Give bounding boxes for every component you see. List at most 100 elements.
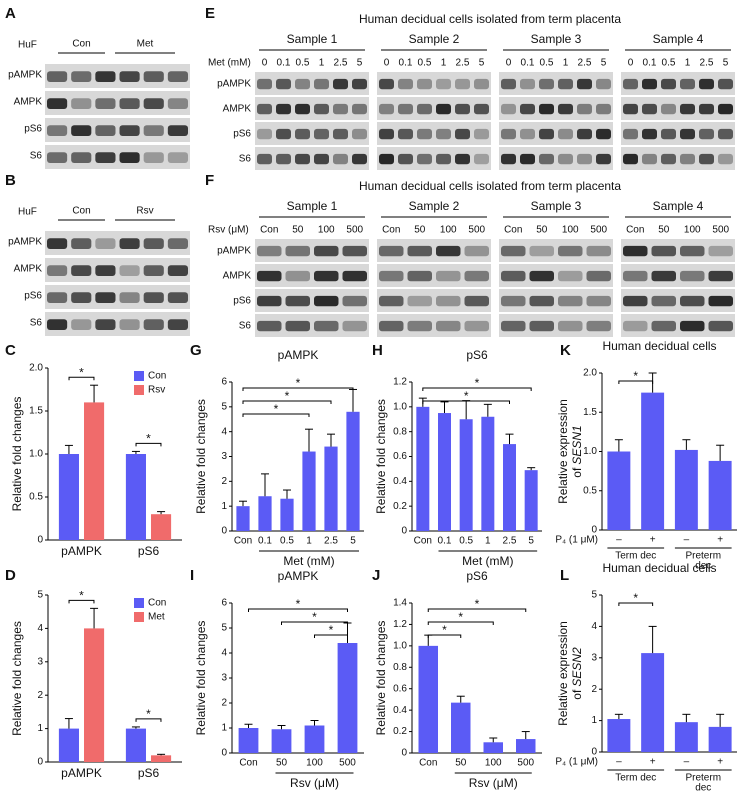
- blot-strip: [621, 122, 735, 145]
- group-label: Rsv: [136, 206, 153, 217]
- bar: [304, 725, 325, 753]
- blot-band: [379, 128, 394, 140]
- blot-band: [680, 103, 695, 115]
- lane-label: Con: [626, 225, 644, 236]
- bar: [258, 496, 272, 531]
- blot-band: [167, 98, 188, 109]
- blot-strip: [499, 314, 613, 337]
- x-tick-label: 0.1: [258, 536, 272, 547]
- significance-label: *: [475, 376, 480, 390]
- chart-title: pS6: [466, 569, 488, 583]
- bar: [516, 739, 536, 753]
- blot-band: [661, 128, 676, 140]
- lane-label: 2.5: [334, 58, 348, 69]
- lane-label: 0: [628, 58, 634, 69]
- blot-band: [143, 319, 164, 330]
- dose-label: Met (mM): [208, 58, 251, 69]
- blot-band: [352, 78, 367, 90]
- blot-band: [436, 153, 451, 165]
- lane-label: Con: [382, 225, 400, 236]
- blot-band: [285, 320, 310, 332]
- row-label: AMPK: [223, 104, 252, 115]
- y-tick-label: 1: [37, 723, 43, 734]
- blot-band: [342, 245, 367, 257]
- blot-band: [708, 295, 733, 307]
- lane-label: 50: [658, 225, 670, 236]
- y-axis-label: Relative fold changes: [194, 399, 208, 514]
- x-tick-label: pS6: [138, 544, 160, 558]
- blot-strip: [255, 72, 369, 95]
- significance-label: *: [464, 389, 469, 403]
- blot-band: [642, 153, 657, 165]
- y-tick-label: 1.0: [393, 640, 407, 651]
- bar: [641, 653, 665, 752]
- blot-band: [314, 103, 329, 115]
- lane-label: 2.5: [578, 58, 592, 69]
- blot-band: [623, 78, 638, 90]
- bar: [84, 402, 105, 540]
- group-label: Term dec: [615, 773, 656, 784]
- significance-bracket: [242, 400, 332, 404]
- blot-band: [529, 295, 554, 307]
- blot-band: [167, 152, 188, 163]
- group-label: Preterm: [685, 773, 721, 784]
- x-tick-label: 2.5: [503, 536, 517, 547]
- x-tick-label: 0.1: [438, 536, 452, 547]
- y-tick-label: 0: [591, 525, 597, 536]
- blot-strip: [621, 72, 735, 95]
- blot-band: [143, 152, 164, 163]
- blot-band: [577, 153, 592, 165]
- chart-title: pS6: [466, 348, 488, 362]
- blot-strip: [45, 64, 190, 88]
- y-tick-label: 0: [221, 748, 227, 759]
- blot-band: [539, 103, 554, 115]
- significance-bracket: [422, 387, 532, 391]
- blot-band: [167, 71, 188, 82]
- panel-letter: C: [5, 342, 16, 359]
- lane-label: 50: [414, 225, 426, 236]
- y-tick-label: 0.5: [583, 485, 597, 496]
- blot-band: [314, 270, 339, 282]
- blot-band: [167, 238, 188, 249]
- blot-band: [295, 128, 310, 140]
- y-axis-label-part: of: [570, 689, 584, 700]
- blot-band: [558, 153, 573, 165]
- sample-label: Sample 3: [531, 32, 582, 46]
- blot-band: [398, 103, 413, 115]
- sample-label: Sample 3: [531, 199, 582, 213]
- lane-label: 0.5: [662, 58, 676, 69]
- significance-bracket: [281, 621, 348, 625]
- blot-band: [417, 103, 432, 115]
- legend-label: Rsv: [148, 385, 165, 396]
- y-tick-label: 1.0: [29, 449, 43, 460]
- significance-label: *: [633, 369, 638, 383]
- blot-band: [520, 153, 535, 165]
- y-tick-label: 4: [591, 621, 597, 632]
- panel-letter: G: [190, 342, 202, 359]
- lane-label: 0.1: [521, 58, 535, 69]
- group-label: Con: [72, 39, 90, 50]
- bar: [337, 643, 358, 753]
- x-tick-label: pS6: [138, 766, 160, 780]
- blot-band: [257, 270, 282, 282]
- blot-band: [257, 128, 272, 140]
- significance-label: *: [475, 597, 480, 611]
- blot-band: [71, 71, 92, 82]
- lane-label: 0.1: [643, 58, 657, 69]
- blot-band: [558, 245, 583, 257]
- row-label: pS6: [24, 291, 42, 302]
- blot-band: [333, 153, 348, 165]
- lane-label: 100: [440, 225, 457, 236]
- blot-band: [436, 270, 461, 282]
- blot-band: [520, 128, 535, 140]
- y-axis-label: Relative fold changes: [194, 621, 208, 736]
- legend-label: Met: [148, 612, 165, 623]
- blot-band: [596, 153, 611, 165]
- x-tick-label: pAMPK: [61, 544, 102, 558]
- row-label: pS6: [233, 296, 251, 307]
- lane-label: 0.1: [277, 58, 291, 69]
- chart-title: Human decidual cells: [602, 561, 716, 575]
- significance-label: *: [312, 610, 317, 624]
- significance-label: *: [442, 623, 447, 637]
